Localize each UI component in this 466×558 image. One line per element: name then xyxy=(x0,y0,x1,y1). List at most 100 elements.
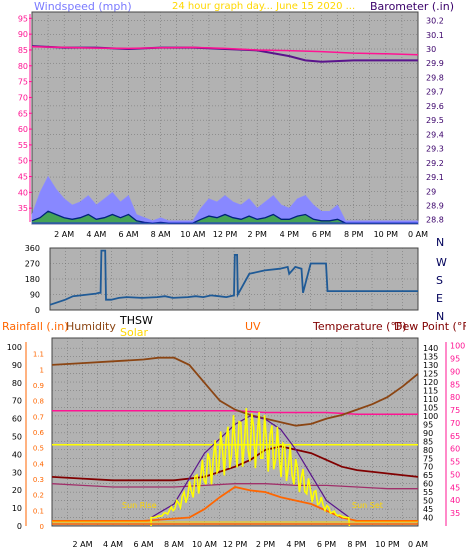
x-tick-label: 12 PM xyxy=(223,540,248,549)
wind-tick-label: 65 xyxy=(18,109,28,118)
temperature-x-ticks: 2 AM 4 AM 6 AM 8 AM 10 AM 12 PM 2 PM 4 PM 6 PM 8 … xyxy=(72,540,428,549)
temperature-reference-line xyxy=(31,46,419,56)
x-tick-label: 2 AM xyxy=(72,540,92,549)
wind-average-line xyxy=(31,210,418,224)
humidity-tick-label: 10 xyxy=(12,504,22,513)
wind-gust-area xyxy=(31,175,419,225)
temperature-tick-label: 140 xyxy=(423,344,438,353)
x-tick-label: 0 AM xyxy=(408,540,428,549)
dewpoint-tick-label: 50 xyxy=(450,470,460,479)
x-tick-label: 4 AM xyxy=(103,540,123,549)
humidity-tick-label: 40 xyxy=(12,450,22,459)
dewpoint-tick-label: 35 xyxy=(450,509,460,518)
barometer-tick-label: 28.8 xyxy=(426,216,444,225)
uv-label: UV xyxy=(245,320,261,333)
rainfall-tick-label: 1.1 xyxy=(33,351,44,359)
wind-tick-label: 75 xyxy=(18,78,28,87)
compass-label: S xyxy=(436,274,443,287)
x-tick-label: 6 PM xyxy=(312,230,331,239)
dewpoint-tick-label: 70 xyxy=(450,419,460,428)
x-tick-label: 12 PM xyxy=(213,230,238,239)
wind-tick-label: 55 xyxy=(18,141,28,150)
humidity-tick-label: 50 xyxy=(12,432,22,441)
temperature-panel-lines xyxy=(51,356,419,527)
x-tick-label: 6 AM xyxy=(133,540,153,549)
barometer-axis-label: Barometer (.in) xyxy=(370,0,454,13)
temperature-tick-label: 45 xyxy=(423,505,433,514)
temperature-tick-label: 80 xyxy=(423,446,433,455)
chart-title: 24 hour graph day... June 15 2020 ... xyxy=(172,1,355,12)
dewpoint-tick-label: 65 xyxy=(450,432,460,441)
temperature-tick-label: 120 xyxy=(423,378,438,387)
temperature-tick-label: 50 xyxy=(423,497,433,506)
dewpoint-tick-label: 45 xyxy=(450,483,460,492)
direction-tick-label: 90 xyxy=(30,291,40,300)
x-tick-label: 2 AM xyxy=(54,230,74,239)
rainfall-axis-label: Rainfall (.in) xyxy=(2,320,69,333)
humidity-tick-label: 80 xyxy=(12,379,22,388)
windspeed-axis-label: Windspeed (mph) xyxy=(34,0,132,13)
barometer-tick-label: 29.9 xyxy=(426,59,444,68)
x-tick-label: 8 PM xyxy=(344,230,363,239)
dewpoint-tick-label: 85 xyxy=(450,380,460,389)
humidity-tick-label: 60 xyxy=(12,415,22,424)
barometer-tick-label: 29.8 xyxy=(426,73,444,82)
temperature-line xyxy=(51,445,419,482)
temperature-tick-label: 95 xyxy=(423,420,433,429)
temperature-tick-label: 100 xyxy=(423,412,438,421)
barometer-tick-label: 30.2 xyxy=(426,17,444,26)
temperature-tick-label: 105 xyxy=(423,403,438,412)
x-tick-label: 2 PM xyxy=(256,540,275,549)
dewpoint-tick-label: 100 xyxy=(450,342,465,351)
sunset-annotation: Sun Set xyxy=(352,501,383,510)
barometer-tick-label: 29.2 xyxy=(426,159,444,168)
humidity-line xyxy=(51,356,419,427)
temperature-tick-label: 110 xyxy=(423,395,438,404)
temperature-tick-label: 65 xyxy=(423,471,433,480)
dewpoint-line xyxy=(52,410,418,415)
rainfall-tick-label: 0.6 xyxy=(33,429,45,437)
dewpoint-tick-label: 90 xyxy=(450,367,460,376)
x-tick-label: 10 PM xyxy=(374,230,399,239)
humidity-tick-label: 30 xyxy=(12,468,22,477)
barometer-tick-label: 29.1 xyxy=(426,173,444,182)
temperature-ticks: 1401351301251201151101051009590858075706… xyxy=(423,344,438,522)
temperature-tick-label: 75 xyxy=(423,454,433,463)
barometer-tick-label: 28.9 xyxy=(426,202,444,211)
rainfall-tick-label: 0.1 xyxy=(33,507,44,515)
dewpoint-tick-label: 55 xyxy=(450,458,460,467)
wind-left-ticks: 95 90 85 80 75 70 65 60 55 50 45 40 35 xyxy=(18,14,32,222)
humidity-tick-label: 0 xyxy=(17,522,22,531)
x-tick-label: 0 AM xyxy=(408,230,428,239)
dewpoint-tick-label: 80 xyxy=(450,393,460,402)
wind-tick-label: 90 xyxy=(18,30,28,39)
x-tick-label: 6 PM xyxy=(317,540,336,549)
wind-tick-label: 50 xyxy=(18,157,28,166)
temperature-tick-label: 130 xyxy=(423,361,438,370)
direction-tick-label: 360 xyxy=(25,244,40,253)
temperature-tick-label: 40 xyxy=(423,514,433,523)
rainfall-tick-label: 0.7 xyxy=(33,413,44,421)
wind-direction-line xyxy=(49,249,418,306)
x-tick-label: 10 AM xyxy=(192,540,217,549)
compass-label: W xyxy=(436,256,447,269)
barometer-tick-label: 30.1 xyxy=(426,31,444,40)
temperature-low-line xyxy=(51,483,418,490)
humidity-tick-label: 90 xyxy=(12,361,22,370)
temperature-tick-label: 60 xyxy=(423,480,433,489)
solar-label: Solar xyxy=(120,326,149,339)
thsw-label: THSW xyxy=(119,314,153,327)
barometer-tick-label: 29 xyxy=(426,187,436,196)
temperature-tick-label: 85 xyxy=(423,437,433,446)
temperature-tick-label: 55 xyxy=(423,488,433,497)
temperature-panel-grid xyxy=(52,338,418,526)
rainfall-tick-label: 0.9 xyxy=(33,382,44,390)
barometer-tick-label: 30 xyxy=(426,45,436,54)
rainfall-tick-label: 0.3 xyxy=(33,476,44,484)
wind-tick-label: 40 xyxy=(18,188,28,197)
temperature-axis-label: Temperature (°F) xyxy=(312,320,407,333)
humidity-tick-label: 20 xyxy=(12,486,22,495)
